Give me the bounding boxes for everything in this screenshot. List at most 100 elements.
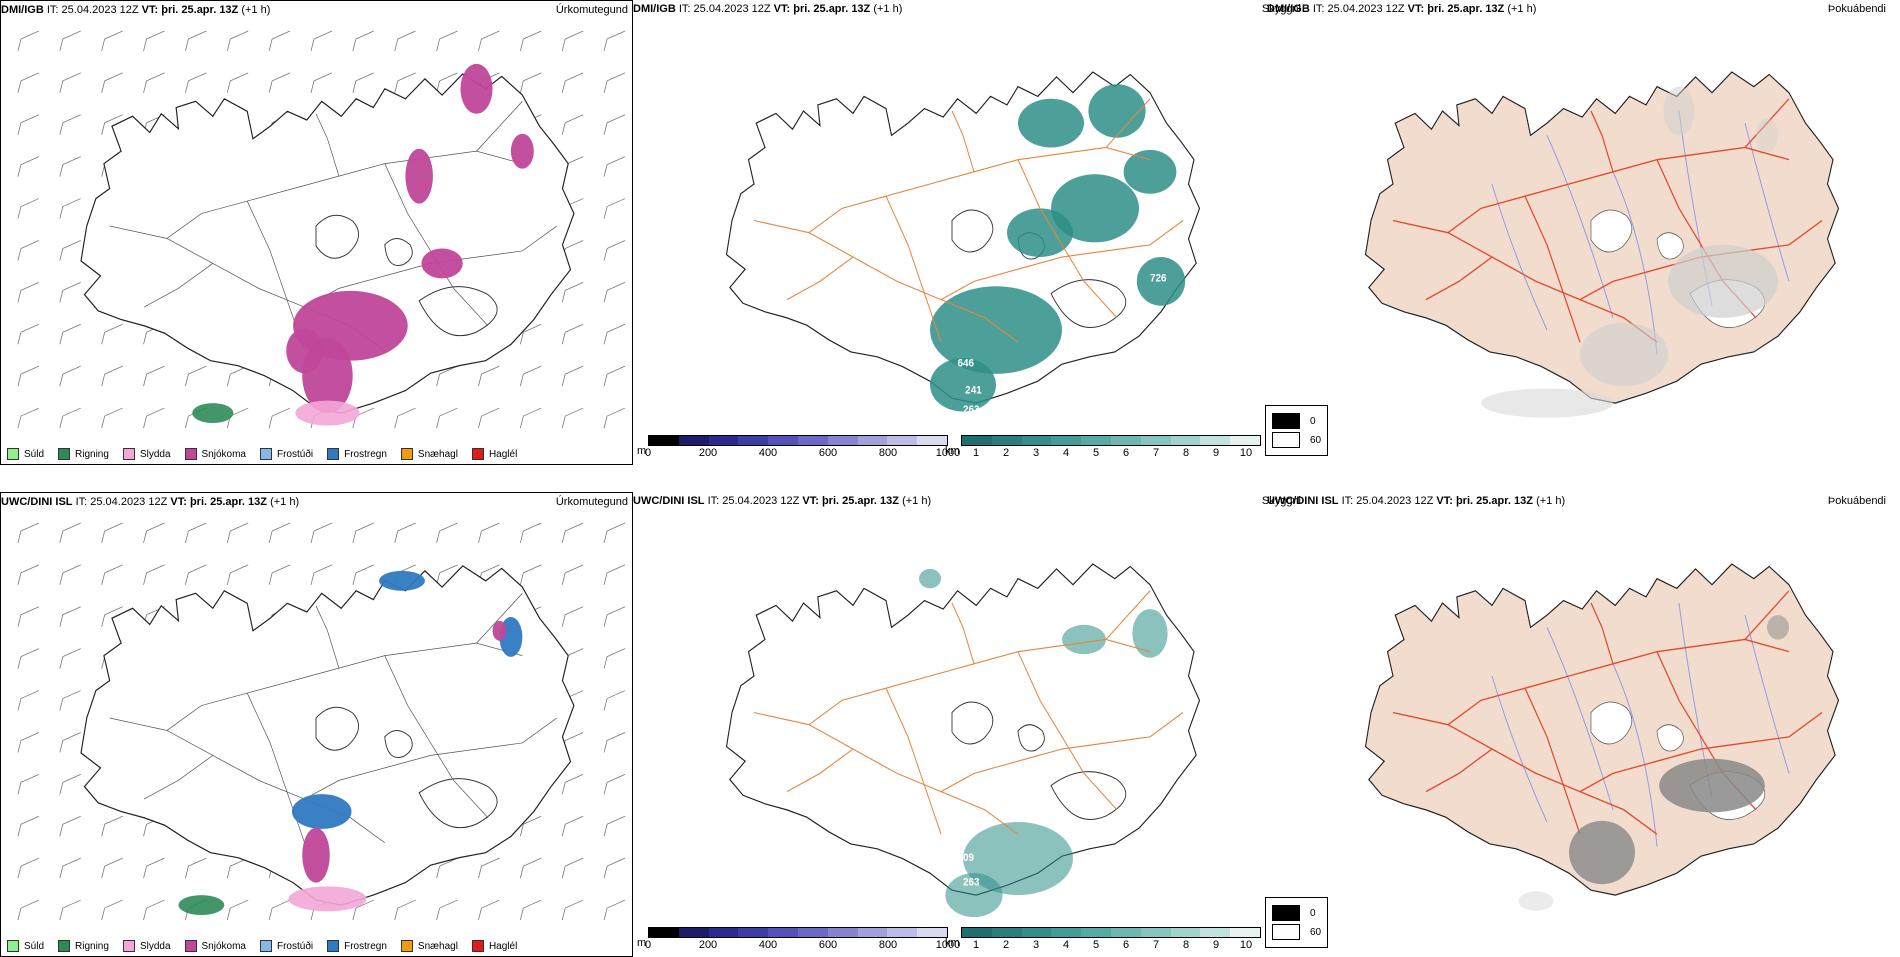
colorbar-unit: m [637,937,647,949]
map-precip [1,511,632,930]
valid-time: þri. 25.apr. 13Z [189,496,267,508]
fog-area [1659,758,1765,813]
valid-time: þri. 25.apr. 13Z [821,495,899,507]
panel-precip: DMI/IGB IT: 25.04.2023 12Z VT: þri. 25.a… [0,0,633,465]
legend-item: Snjókoma [184,940,246,952]
valid-time-label: VT: [170,496,187,508]
legend-item: Snæhagl [400,940,458,952]
legend-item: Slydda [122,940,171,952]
map-graphic-cloud: 633 646 241 263 726 150 [725,60,1201,416]
rain-area [192,403,234,424]
valid-time: þri. 25.apr. 13Z [793,3,871,15]
legend-swatch [259,940,272,952]
colorbar-tick: 0 [644,447,652,459]
colorbar-swatch [738,436,769,445]
legend-swatch [7,448,19,460]
sleet-area [288,886,367,912]
fog-colorbar-swatch [1272,924,1300,940]
panel-header: UWC/DINI ISL IT: 25.04.2023 12Z VT: þri.… [633,492,1301,510]
model-name: UWC/DINI ISL [633,495,705,507]
valid-time-label: VT: [802,495,819,507]
legend-swatch [471,940,484,952]
snow-area [302,827,330,883]
valid-time: þri. 25.apr. 13Z [1427,3,1505,15]
legend-item: Súld [7,448,44,460]
colorbar-tick: 9 [1212,447,1220,459]
init-time: 25.04.2023 12Z [722,495,800,507]
visibility-area [1062,624,1106,655]
colorbar-ticks: 0 200 400 600 800 1000 [644,446,960,460]
legend-item: Frostregn [327,940,387,952]
colorbar-tick: 4 [1062,939,1070,951]
init-time: 25.04.2023 12Z [1327,3,1405,15]
legend-item: Súld [7,940,44,952]
colorbar-swatch [857,928,888,937]
fog-area [1580,322,1668,387]
colorbar-swatch [738,928,769,937]
init-time-label: IT: [1312,3,1325,15]
legend-swatch [58,448,71,460]
panel-title: Þokuábendi [1827,495,1886,507]
legend-swatch [7,940,19,952]
colorbar-tick: 600 [818,939,838,951]
rain-area [178,895,225,916]
lead-time: (+1 h) [241,4,271,16]
colorbar-tick: 400 [758,939,778,951]
model-name: DMI/IGB [1267,3,1310,15]
lead-time: (+1 h) [270,496,300,508]
init-time-label: IT: [678,3,691,15]
visibility-area [1132,609,1168,658]
model-name: UWC/DINI ISL [1,496,73,508]
colorbar-unit: m [637,445,647,457]
lead-time: (+1 h) [1536,495,1566,507]
legend-label: Rigning [75,940,109,952]
legend-item: Haglél [471,448,517,460]
fog-colorbar: 0 60 [1265,897,1329,948]
legend-swatch [122,940,135,952]
colorbar-tick: 1 [972,939,980,951]
legend-label: Frostregn [344,448,387,460]
colorbar-swatch [1170,436,1201,445]
colorbar-tick: 1000 [935,939,961,951]
colorbar-tick: 0 [644,939,652,951]
colorbar-swatch [887,436,918,445]
colorbar-swatch [1200,928,1231,937]
precip-legend: Súld Rigning Slydda Snjókoma Frostúði Frostre… [7,940,517,952]
fog-colorbar: 0 60 [1265,405,1329,456]
visibility-area [1123,149,1177,194]
visibility-area [930,286,1062,374]
fog-colorbar-row: 60 [1272,432,1321,448]
legend-item: Haglél [471,940,518,952]
colorbar-tick: 8 [1182,447,1190,459]
model-name: DMI/IGB [633,3,676,15]
colorbar-swatch [857,436,888,445]
panel-cloud: UWC/DINI ISL IT: 25.04.2023 12Z VT: þri.… [633,492,1301,957]
fog-area-offshore [1481,388,1613,418]
init-time: 25.04.2023 12Z [90,496,168,508]
visibility-area [1018,98,1084,148]
colorbar-tick: 400 [758,447,778,459]
init-time-label: IT: [707,495,720,507]
colorbar-swatches [961,435,1261,446]
cloud-base-label: 241 [965,385,982,397]
colorbar-swatch [1140,928,1171,937]
panel-header: UWC/DINI ISL IT: 25.04.2023 12Z VT: þri.… [1267,492,1900,510]
colorbar-tick: 7 [1152,447,1160,459]
init-time: 25.04.2023 12Z [1356,495,1434,507]
height-colorbar: 0 200 400 600 800 1000 m [637,927,960,952]
legend-label: Haglél [488,940,518,952]
colorbar-swatch [1230,436,1260,445]
map-graphic-fog [1364,563,1840,911]
map-graphic-precip [17,30,626,429]
legend-label: Súld [24,448,45,460]
colorbar-swatch [678,436,709,445]
height-colorbar: 0 200 400 600 800 1000 m [637,435,960,460]
fog-area [1756,118,1778,153]
legend-label: Snjókoma [201,940,246,952]
init-time-label: IT: [75,496,88,508]
legend-label: Slydda [139,940,171,952]
colorbar-tick: 2 [1002,939,1010,951]
visibility-area [1051,174,1139,243]
colorbar-swatch [887,928,918,937]
cloud-base-label: 646 [958,358,975,370]
